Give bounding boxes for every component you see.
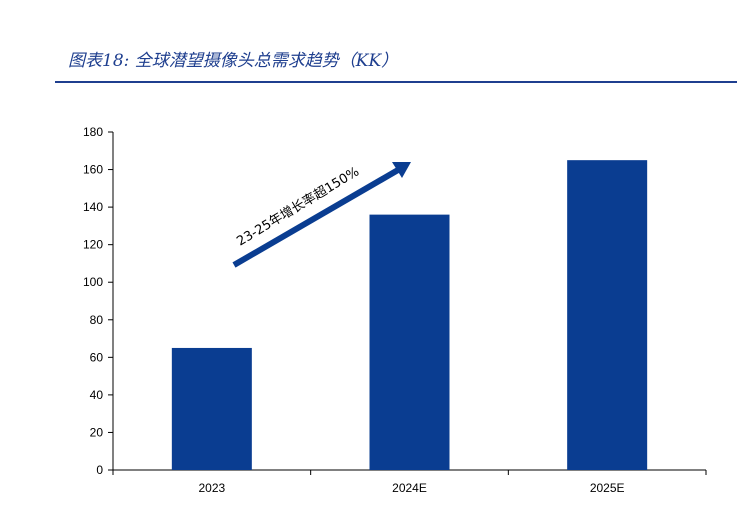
x-tick-label: 2023 — [198, 481, 225, 495]
bar-2025E — [567, 160, 648, 470]
bar-2023 — [171, 347, 252, 470]
bar-series — [171, 160, 648, 470]
bar-2024E — [369, 214, 450, 470]
y-tick-label: 20 — [90, 425, 104, 439]
y-tick-label: 100 — [83, 275, 103, 289]
chart-title: 图表18: 全球潜望摄像头总需求趋势（KK） — [68, 51, 399, 71]
x-tick-label: 2025E — [590, 481, 625, 495]
y-tick-label: 180 — [83, 125, 103, 139]
growth-arrow — [232, 167, 400, 268]
chart-axes: 0 20 40 60 80 100 120 140 160 180 2023 2024E 2025E — [83, 125, 707, 495]
y-tick-label: 140 — [83, 200, 103, 214]
y-tick-label: 40 — [90, 388, 104, 402]
growth-arrow-head — [392, 162, 411, 178]
y-tick-label: 160 — [83, 163, 103, 177]
y-tick-label: 60 — [90, 350, 104, 364]
x-tick-label: 2024E — [392, 481, 427, 495]
y-tick-label: 120 — [83, 238, 103, 252]
y-tick-label: 80 — [90, 313, 104, 327]
growth-annotation-label: 23-25年增长率超150% — [234, 164, 362, 250]
y-tick-label: 0 — [96, 463, 103, 477]
title-divider — [55, 81, 737, 83]
